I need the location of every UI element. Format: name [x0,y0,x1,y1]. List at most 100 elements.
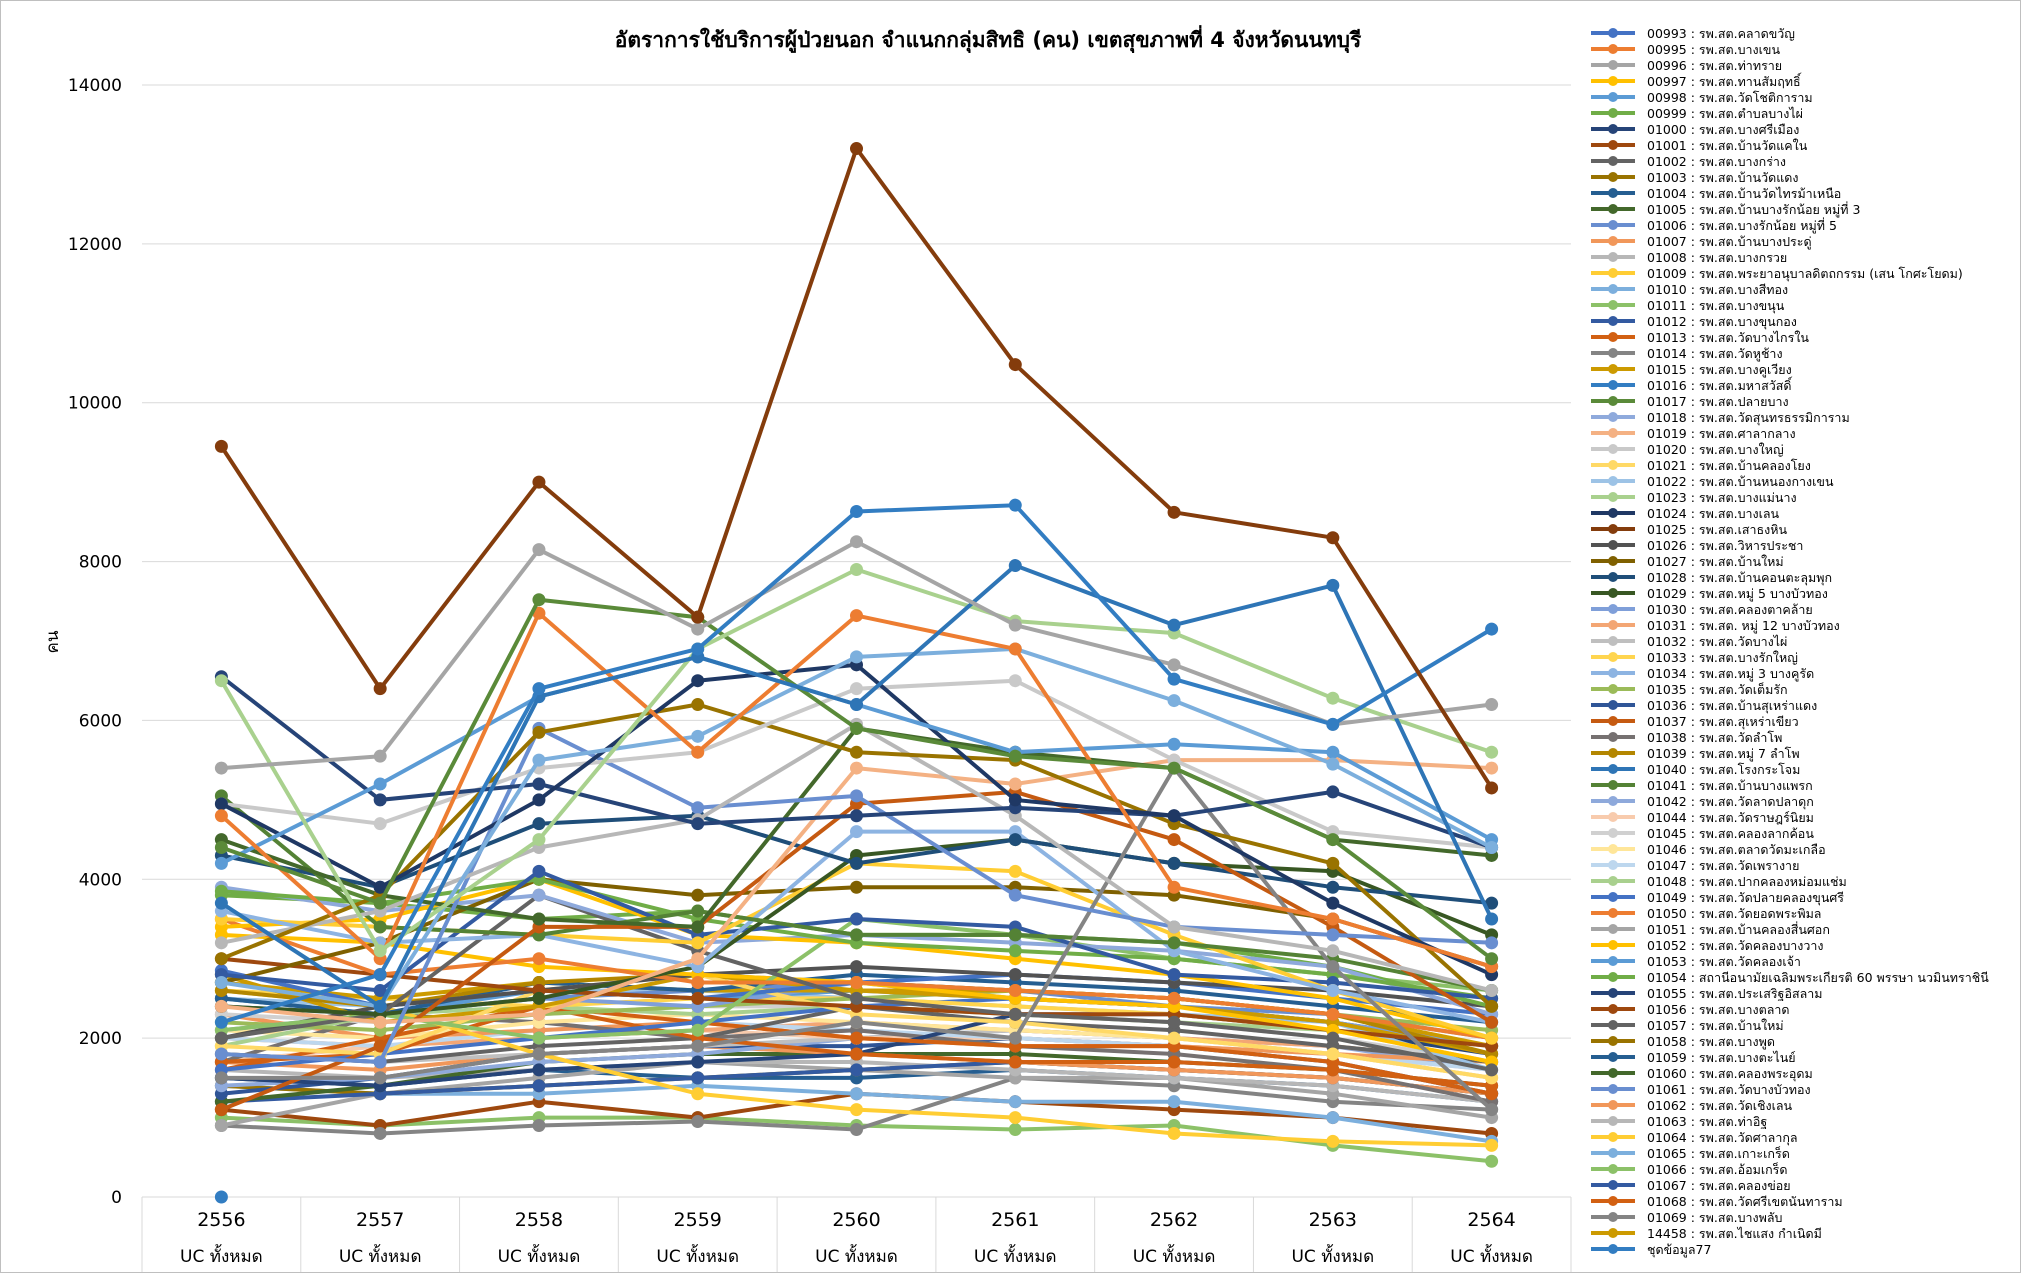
legend-label: 00999 : รพ.สต.ตำบลบางไผ่ [1647,106,1803,121]
data-point [214,674,228,688]
data-point [1485,1031,1499,1045]
legend-item: 00998 : รพ.สต.วัดโชติการาม [1591,90,1813,105]
data-point [1326,1031,1340,1045]
legend-item: 01013 : รพ.สต.วัดบางไกรใน [1591,330,1809,345]
legend-item: 01036 : รพ.สต.บ้านสุเหร่าแดง [1591,698,1817,714]
x-tick-sublabel: UC ทั้งหมด [1450,1244,1533,1267]
legend-label: 01050 : รพ.สต.วัดยอดพระพิมล [1647,906,1821,921]
legend-swatch-marker [1608,780,1618,790]
data-point [691,610,705,624]
legend-swatch-marker [1608,1100,1618,1110]
legend-item: 14458 : รพ.สต.ไชแสง กำเนิดมี [1591,1226,1822,1241]
legend-label: 01022 : รพ.สต.บ้านหนองกางเขน [1647,474,1834,489]
legend-label: 01033 : รพ.สต.บางรักใหญ่ [1647,650,1798,665]
legend-item: 01037 : รพ.สต.สุเหร่าเขียว [1591,714,1799,730]
data-point [214,896,228,910]
legend-item: 01014 : รพ.สต.วัดหูช้าง [1591,346,1783,362]
legend-swatch-marker [1608,428,1618,438]
legend-item: 01038 : รพ.สต.วัดลำโพ [1591,730,1782,745]
legend-swatch-marker [1608,1052,1618,1062]
data-point [850,609,863,623]
data-point [691,904,705,918]
data-point [850,960,863,974]
data-point [373,682,387,696]
data-point [691,642,705,656]
data-point [1008,793,1022,807]
legend-item: 01061 : รพ.สต.วัดบางบัวทอง [1591,1082,1811,1097]
legend-swatch-marker [1608,796,1618,806]
data-point [1167,1055,1181,1069]
legend-item: 01034 : รพ.สต.หมู่ 3 บางคูรัด [1591,666,1814,682]
data-point [532,543,546,557]
legend-label: 01026 : รพ.สต.วิหารประชา [1647,538,1803,553]
legend-item: 01045 : รพ.สต.คลองลากค้อน [1591,826,1814,841]
data-point [1326,912,1340,926]
data-point [850,809,863,823]
x-tick-label: 2558 [515,1209,563,1231]
data-point [1485,745,1499,759]
data-point [214,952,228,966]
data-point [532,777,546,791]
data-point [214,936,228,950]
legend-swatch-marker [1608,972,1618,982]
legend-label: 01048 : รพ.สต.ปากคลองหม่อมแช่ม [1647,874,1847,889]
data-point [532,593,546,607]
legend-item: 01024 : รพ.สต.บางเลน [1591,506,1780,521]
legend-item: 00997 : รพ.สต.ทานสัมฤทธิ์ [1591,72,1802,89]
data-point [532,1079,546,1093]
legend-swatch-marker [1608,1244,1618,1254]
legend-item: 01011 : รพ.สต.บางขนุน [1591,298,1785,314]
data-point [1008,358,1022,372]
data-point [1008,888,1022,902]
legend-item: 00995 : รพ.สต.บางเขน [1591,42,1780,57]
legend-swatch-marker [1608,204,1618,214]
legend-label: 00993 : รพ.สต.คลาดขวัญ [1647,26,1795,41]
legend-item: 01008 : รพ.สต.บางกรวย [1591,250,1787,265]
data-point [850,1047,863,1061]
legend-swatch-marker [1608,908,1618,918]
legend-label: 01003 : รพ.สต.บ้านวัดแดง [1647,170,1798,185]
data-point [214,1031,228,1045]
data-point [1326,896,1340,910]
data-point [1008,1007,1022,1021]
legend-swatch-marker [1608,1116,1618,1126]
data-point [214,439,228,453]
x-tick-label: 2562 [1150,1209,1198,1231]
series-group [214,559,1499,1013]
legend-item: 01058 : รพ.สต.บางพูด [1591,1034,1775,1050]
legend-item: 01016 : รพ.สต.มหาสวัสดิ์ [1591,376,1793,393]
data-point [1485,841,1499,855]
data-point [214,761,228,775]
data-point [1167,672,1181,686]
legend-item: 01046 : รพ.สต.ตลาดวัดมะเกลือ [1591,842,1826,857]
legend-swatch-marker [1608,1148,1618,1158]
data-point [850,789,863,803]
data-point [1485,761,1499,775]
legend-label: 01049 : รพ.สต.วัดปลายคลองขุนศรี [1647,890,1844,906]
data-point [691,1023,705,1037]
legend-label: 01039 : รพ.สต.หมู่ 7 ลำโพ [1647,746,1800,762]
legend-label: 01017 : รพ.สต.ปลายบาง [1647,394,1789,409]
legend-swatch-marker [1608,1196,1618,1206]
legend-item: 01042 : รพ.สต.วัดลาดปลาดุก [1591,794,1814,810]
legend-item: 01059 : รพ.สต.บางตะไนย์ [1591,1050,1796,1065]
legend-swatch-marker [1608,348,1618,358]
data-point [691,1071,705,1085]
legend-swatch-marker [1608,684,1618,694]
data-point [214,1047,228,1061]
data-point [532,888,546,902]
legend-swatch-marker [1608,1036,1618,1046]
legend-swatch-marker [1608,300,1618,310]
data-point [691,817,705,831]
legend-label: 01034 : รพ.สต.หมู่ 3 บางคูรัด [1647,666,1814,682]
legend-label: 01000 : รพ.สต.บางศรีเมือง [1647,122,1799,137]
data-point [1167,833,1181,847]
legend-label: 01023 : รพ.สต.บางแม่นาง [1647,490,1797,505]
y-tick-label: 0 [111,1188,122,1208]
data-point [850,761,863,775]
data-point [691,888,705,902]
legend-item: 01004 : รพ.สต.บ้านวัดไทรม้าเหนือ [1591,186,1841,201]
data-point [1326,1047,1340,1061]
legend-item: 00999 : รพ.สต.ตำบลบางไผ่ [1591,106,1803,121]
